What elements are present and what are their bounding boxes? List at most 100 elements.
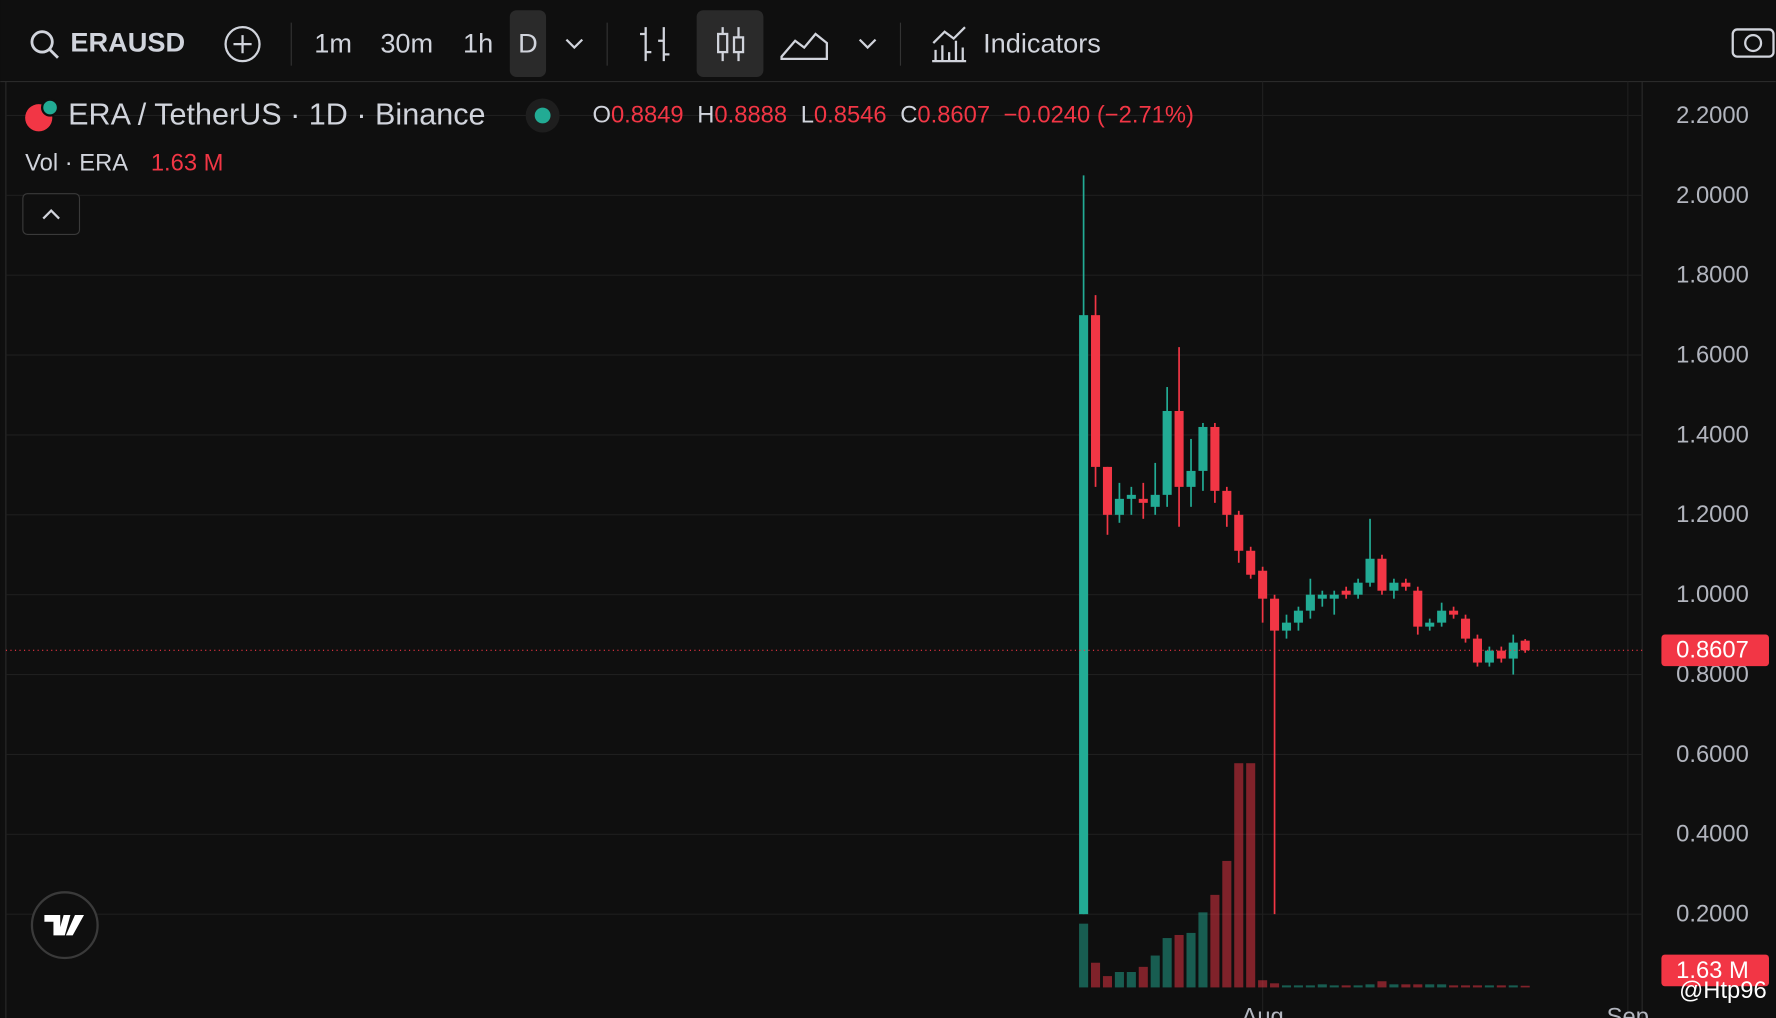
- indicators-icon[interactable]: [932, 26, 967, 63]
- candle-body: [1102, 466, 1113, 515]
- candle-body: [1484, 650, 1494, 663]
- volume-bar: [1162, 938, 1172, 988]
- volume-bar: [1174, 934, 1184, 988]
- y-tick-label: 1.0000: [1676, 581, 1749, 608]
- volume-bar: [1520, 985, 1530, 988]
- ohlc-letter: L: [801, 102, 814, 129]
- y-tick-label: 0.2000: [1676, 901, 1749, 928]
- y-tick-label: 1.4000: [1676, 421, 1749, 448]
- add-symbol-icon: [233, 35, 252, 54]
- volume-bar: [1150, 955, 1160, 988]
- volume-bar: [1305, 985, 1315, 988]
- volume-bar: [1234, 763, 1244, 988]
- candle-body: [1365, 558, 1375, 583]
- area-icon[interactable]: [780, 32, 828, 61]
- candle-body: [1413, 590, 1423, 627]
- candle-body: [1437, 610, 1447, 623]
- toolbar-bg: [0, 0, 1776, 82]
- candle-body: [1460, 618, 1471, 639]
- symbol[interactable]: ERAUSD: [70, 26, 185, 57]
- interval[interactable]: D: [518, 27, 538, 58]
- volume-bar: [1365, 984, 1375, 988]
- volume-bar: [1449, 985, 1459, 988]
- candle-body: [1341, 590, 1351, 595]
- snapshot-icon: [1744, 33, 1763, 53]
- candle-body: [1389, 582, 1399, 591]
- interval[interactable]: 30m: [380, 27, 433, 58]
- candle-body: [1293, 610, 1303, 623]
- volume-bar: [1114, 971, 1124, 988]
- bars-icon[interactable]: [640, 27, 670, 62]
- volume-bar: [1270, 983, 1280, 988]
- watermark: @Htp96: [1679, 977, 1767, 1004]
- volume-tag-label: 1.63 M: [1676, 957, 1749, 984]
- candle-body: [1258, 570, 1268, 599]
- interval[interactable]: 1m: [314, 27, 352, 58]
- volume-bar: [1484, 985, 1494, 988]
- interval[interactable]: 1h: [463, 27, 493, 58]
- indicators-button[interactable]: Indicators: [983, 27, 1101, 58]
- candles-icon: [732, 36, 745, 54]
- volume-bar: [1472, 985, 1482, 988]
- candle-body: [1162, 410, 1172, 495]
- exchange-logo: [40, 98, 60, 117]
- logo: [30, 891, 99, 960]
- candle-body: [1472, 638, 1482, 663]
- chart-type-dropdown[interactable]: [858, 38, 877, 50]
- candles-icon: [717, 32, 729, 54]
- candle-body: [1425, 622, 1435, 627]
- y-tick-label: 1.8000: [1676, 262, 1749, 289]
- volume-bar: [1353, 985, 1363, 988]
- x-tick-label: Sep: [1607, 1003, 1649, 1018]
- volume-bar: [1401, 984, 1411, 988]
- volume-bar: [1341, 985, 1351, 988]
- volume-bar: [1496, 985, 1506, 988]
- ohlc-value: 0.8888: [714, 102, 787, 129]
- volume-bar: [1329, 985, 1339, 988]
- candle-body: [1114, 498, 1124, 515]
- volume-bar: [1246, 763, 1256, 988]
- last-price-label: 0.8607: [1676, 637, 1749, 664]
- candle-body: [1126, 494, 1136, 499]
- candle-body: [1353, 582, 1363, 595]
- y-tick-label: 0.4000: [1676, 821, 1749, 848]
- volume-bar: [1293, 985, 1303, 988]
- y-tick-label: 0.6000: [1676, 741, 1749, 768]
- last-price-tag: [1661, 634, 1769, 667]
- candle-body: [1449, 610, 1459, 615]
- ohlc-legend: O0.8849 H0.8888 L0.8546 C0.8607 −0.0240 (−2.…: [592, 102, 1193, 129]
- ohlc-letter: C: [900, 102, 917, 129]
- volume-bar: [1079, 923, 1089, 988]
- candle-body: [1520, 640, 1530, 651]
- candle-body: [1281, 622, 1292, 631]
- ohlc-value: 0.8849: [611, 102, 684, 129]
- snapshot-button[interactable]: [1731, 28, 1775, 58]
- add-symbol[interactable]: [224, 26, 261, 63]
- volume-bar: [1413, 984, 1423, 988]
- interval-dropdown[interactable]: [565, 38, 584, 50]
- volume-title: Vol · ERA: [25, 149, 128, 176]
- volume-bar: [1222, 860, 1232, 988]
- volume-bar: [1198, 912, 1208, 988]
- volume-bar: [1317, 984, 1327, 988]
- change-value: −0.0240 (−2.71%): [1004, 102, 1194, 129]
- volume-bar: [1389, 984, 1399, 988]
- volume-bar: [1508, 985, 1518, 988]
- candle-body: [1270, 598, 1280, 631]
- search-icon[interactable]: [30, 30, 54, 54]
- candle-body: [1401, 582, 1411, 587]
- market-status-dot: [534, 107, 551, 124]
- volume-bar: [1210, 894, 1220, 988]
- candle-body: [1079, 315, 1089, 915]
- volume-bar: [1377, 981, 1387, 988]
- candle-body: [1317, 594, 1327, 599]
- candle-body: [1329, 594, 1339, 599]
- y-tick-label: 1.2000: [1676, 501, 1749, 528]
- candle-body: [1496, 650, 1506, 659]
- collapse-button[interactable]: [22, 193, 81, 235]
- candle-body: [1091, 315, 1101, 467]
- volume-bar: [1258, 980, 1268, 988]
